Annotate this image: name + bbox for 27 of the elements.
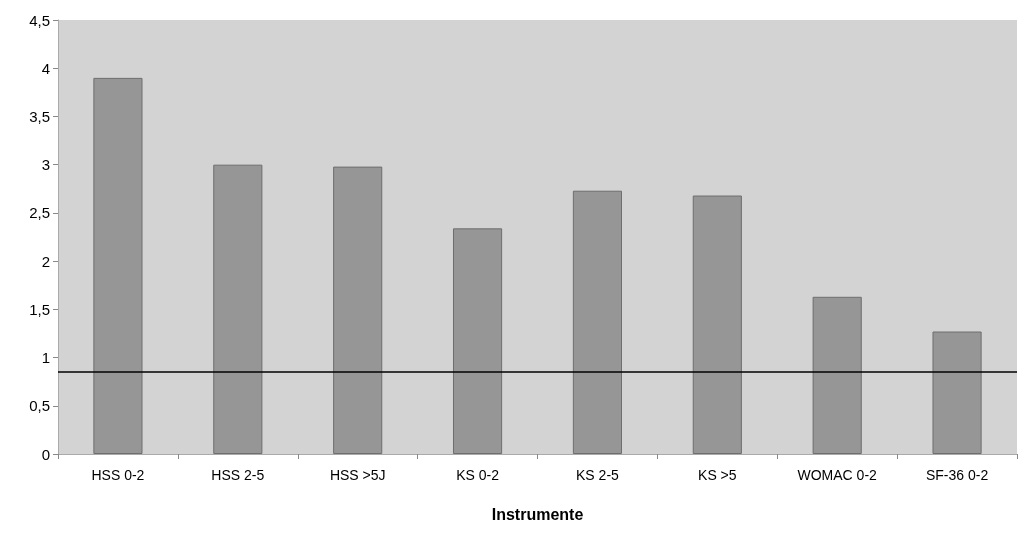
x-tick-label: HSS 0-2	[91, 467, 145, 483]
y-tick-label: 1	[41, 349, 50, 367]
y-tick-label: 2	[41, 252, 50, 270]
x-tick-label: KS 2-5	[576, 467, 620, 483]
x-tick-label: HSS 2-5	[211, 467, 265, 483]
x-tick-label: WOMAC 0-2	[797, 467, 878, 483]
y-tick-label: 2,5	[29, 204, 50, 222]
y-tick-label: 1,5	[29, 300, 50, 318]
y-tick-label: 0	[41, 445, 50, 463]
x-axis-title: Instrumente	[491, 505, 584, 523]
y-tick-label: 3,5	[29, 107, 50, 125]
x-tick-label: KS 0-2	[456, 467, 500, 483]
bar	[692, 195, 742, 454]
y-tick-label: 4	[41, 59, 50, 77]
x-tick-label: SF-36 0-2	[925, 467, 989, 483]
x-tick-label: KS >5	[698, 467, 737, 483]
bar	[333, 166, 383, 454]
bar	[932, 331, 982, 454]
x-tick-label: HSS >5J	[329, 467, 386, 483]
y-tick-label: 0,5	[29, 397, 50, 415]
bar	[572, 190, 623, 454]
bar	[93, 77, 143, 454]
bar	[812, 296, 862, 454]
bar	[213, 164, 263, 454]
y-tick-label: 4,5	[29, 11, 50, 29]
bar	[452, 228, 503, 454]
y-tick-label: 3	[41, 156, 50, 174]
